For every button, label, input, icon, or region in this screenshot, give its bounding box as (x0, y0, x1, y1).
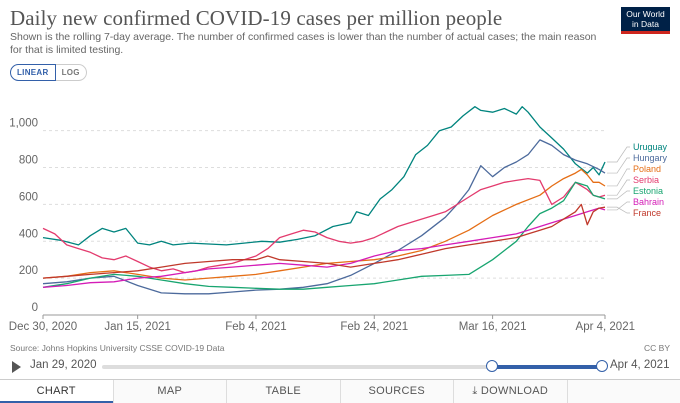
x-tick-label: Apr 4, 2021 (576, 321, 635, 333)
x-tick-label: Feb 24, 2021 (340, 321, 408, 333)
tab-download[interactable]: ⤓ DOWNLOAD (453, 380, 567, 403)
timeline-end-handle[interactable] (596, 360, 608, 372)
y-tick-label: 1,000 (9, 118, 38, 130)
legend-connector (607, 180, 630, 195)
x-tick-label: Mar 16, 2021 (459, 321, 527, 333)
tab-table[interactable]: TABLE (226, 380, 340, 403)
timeline-start-handle[interactable] (486, 360, 498, 372)
x-tick-label: Dec 30, 2020 (9, 321, 77, 333)
legend-label-uruguay: Uruguay (633, 142, 668, 152)
timeline-end-label: Apr 4, 2021 (610, 359, 669, 371)
logo-bar (621, 31, 670, 34)
legend-label-estonia: Estonia (633, 186, 663, 196)
x-axis: Dec 30, 2020 Jan 15, 2021 Feb 4, 2021 Feb 2… (9, 315, 635, 333)
legend-label-serbia: Serbia (633, 175, 659, 185)
chart-subtitle: Shown is the rolling 7-day average. The … (10, 31, 600, 57)
legend-label-bahrain: Bahrain (633, 197, 664, 207)
linear-button[interactable]: LINEAR (10, 64, 56, 81)
legend-label-france: France (633, 208, 661, 218)
timeline-selected-range (492, 365, 602, 369)
logo-line1: Our World (621, 9, 670, 19)
owid-logo[interactable]: Our World in Data (621, 7, 670, 34)
y-axis: 0 200 400 600 800 1,000 (9, 118, 38, 314)
y-tick-label: 400 (19, 228, 38, 240)
tab-sources[interactable]: SOURCES (340, 380, 454, 403)
tab-fullscreen[interactable] (567, 380, 680, 403)
license-link[interactable]: CC BY (644, 343, 670, 353)
timeline: Jan 29, 2020 Apr 4, 2021 (0, 357, 680, 377)
series-line-uruguay (43, 107, 605, 245)
legend-label-poland: Poland (633, 164, 661, 174)
legend-connector (607, 169, 630, 186)
timeline-start-label: Jan 29, 2020 (30, 359, 97, 371)
legend-connector (607, 202, 630, 210)
download-icon: ⤓ (472, 385, 481, 397)
tab-map[interactable]: MAP (113, 380, 227, 403)
play-icon[interactable] (12, 361, 21, 373)
x-tick-label: Jan 15, 2021 (104, 321, 171, 333)
legend-connector (607, 147, 630, 162)
legend-labels: UruguayHungaryPolandSerbiaEstoniaBahrain… (607, 142, 668, 218)
x-tick-label: Feb 4, 2021 (225, 321, 286, 333)
y-tick-label: 800 (19, 155, 38, 167)
series-line-serbia (43, 179, 605, 273)
logo-line2: in Data (621, 19, 670, 29)
log-button[interactable]: LOG (56, 64, 87, 81)
series-line-hungary (43, 140, 605, 294)
series-lines (43, 107, 605, 294)
timeline-track[interactable] (102, 365, 602, 369)
tab-chart[interactable]: CHART (0, 380, 113, 403)
scale-toggle: LINEAR LOG (10, 64, 87, 81)
y-tick-label: 0 (32, 302, 38, 314)
chart-title: Daily new confirmed COVID-19 cases per m… (10, 6, 502, 31)
source-note[interactable]: Source: Johns Hopkins University CSSE CO… (10, 343, 224, 353)
tab-bar: CHART MAP TABLE SOURCES ⤓ DOWNLOAD (0, 379, 680, 403)
tab-download-label: DOWNLOAD (481, 385, 548, 397)
y-tick-label: 600 (19, 191, 38, 203)
legend-label-hungary: Hungary (633, 153, 668, 163)
y-tick-label: 200 (19, 265, 38, 277)
